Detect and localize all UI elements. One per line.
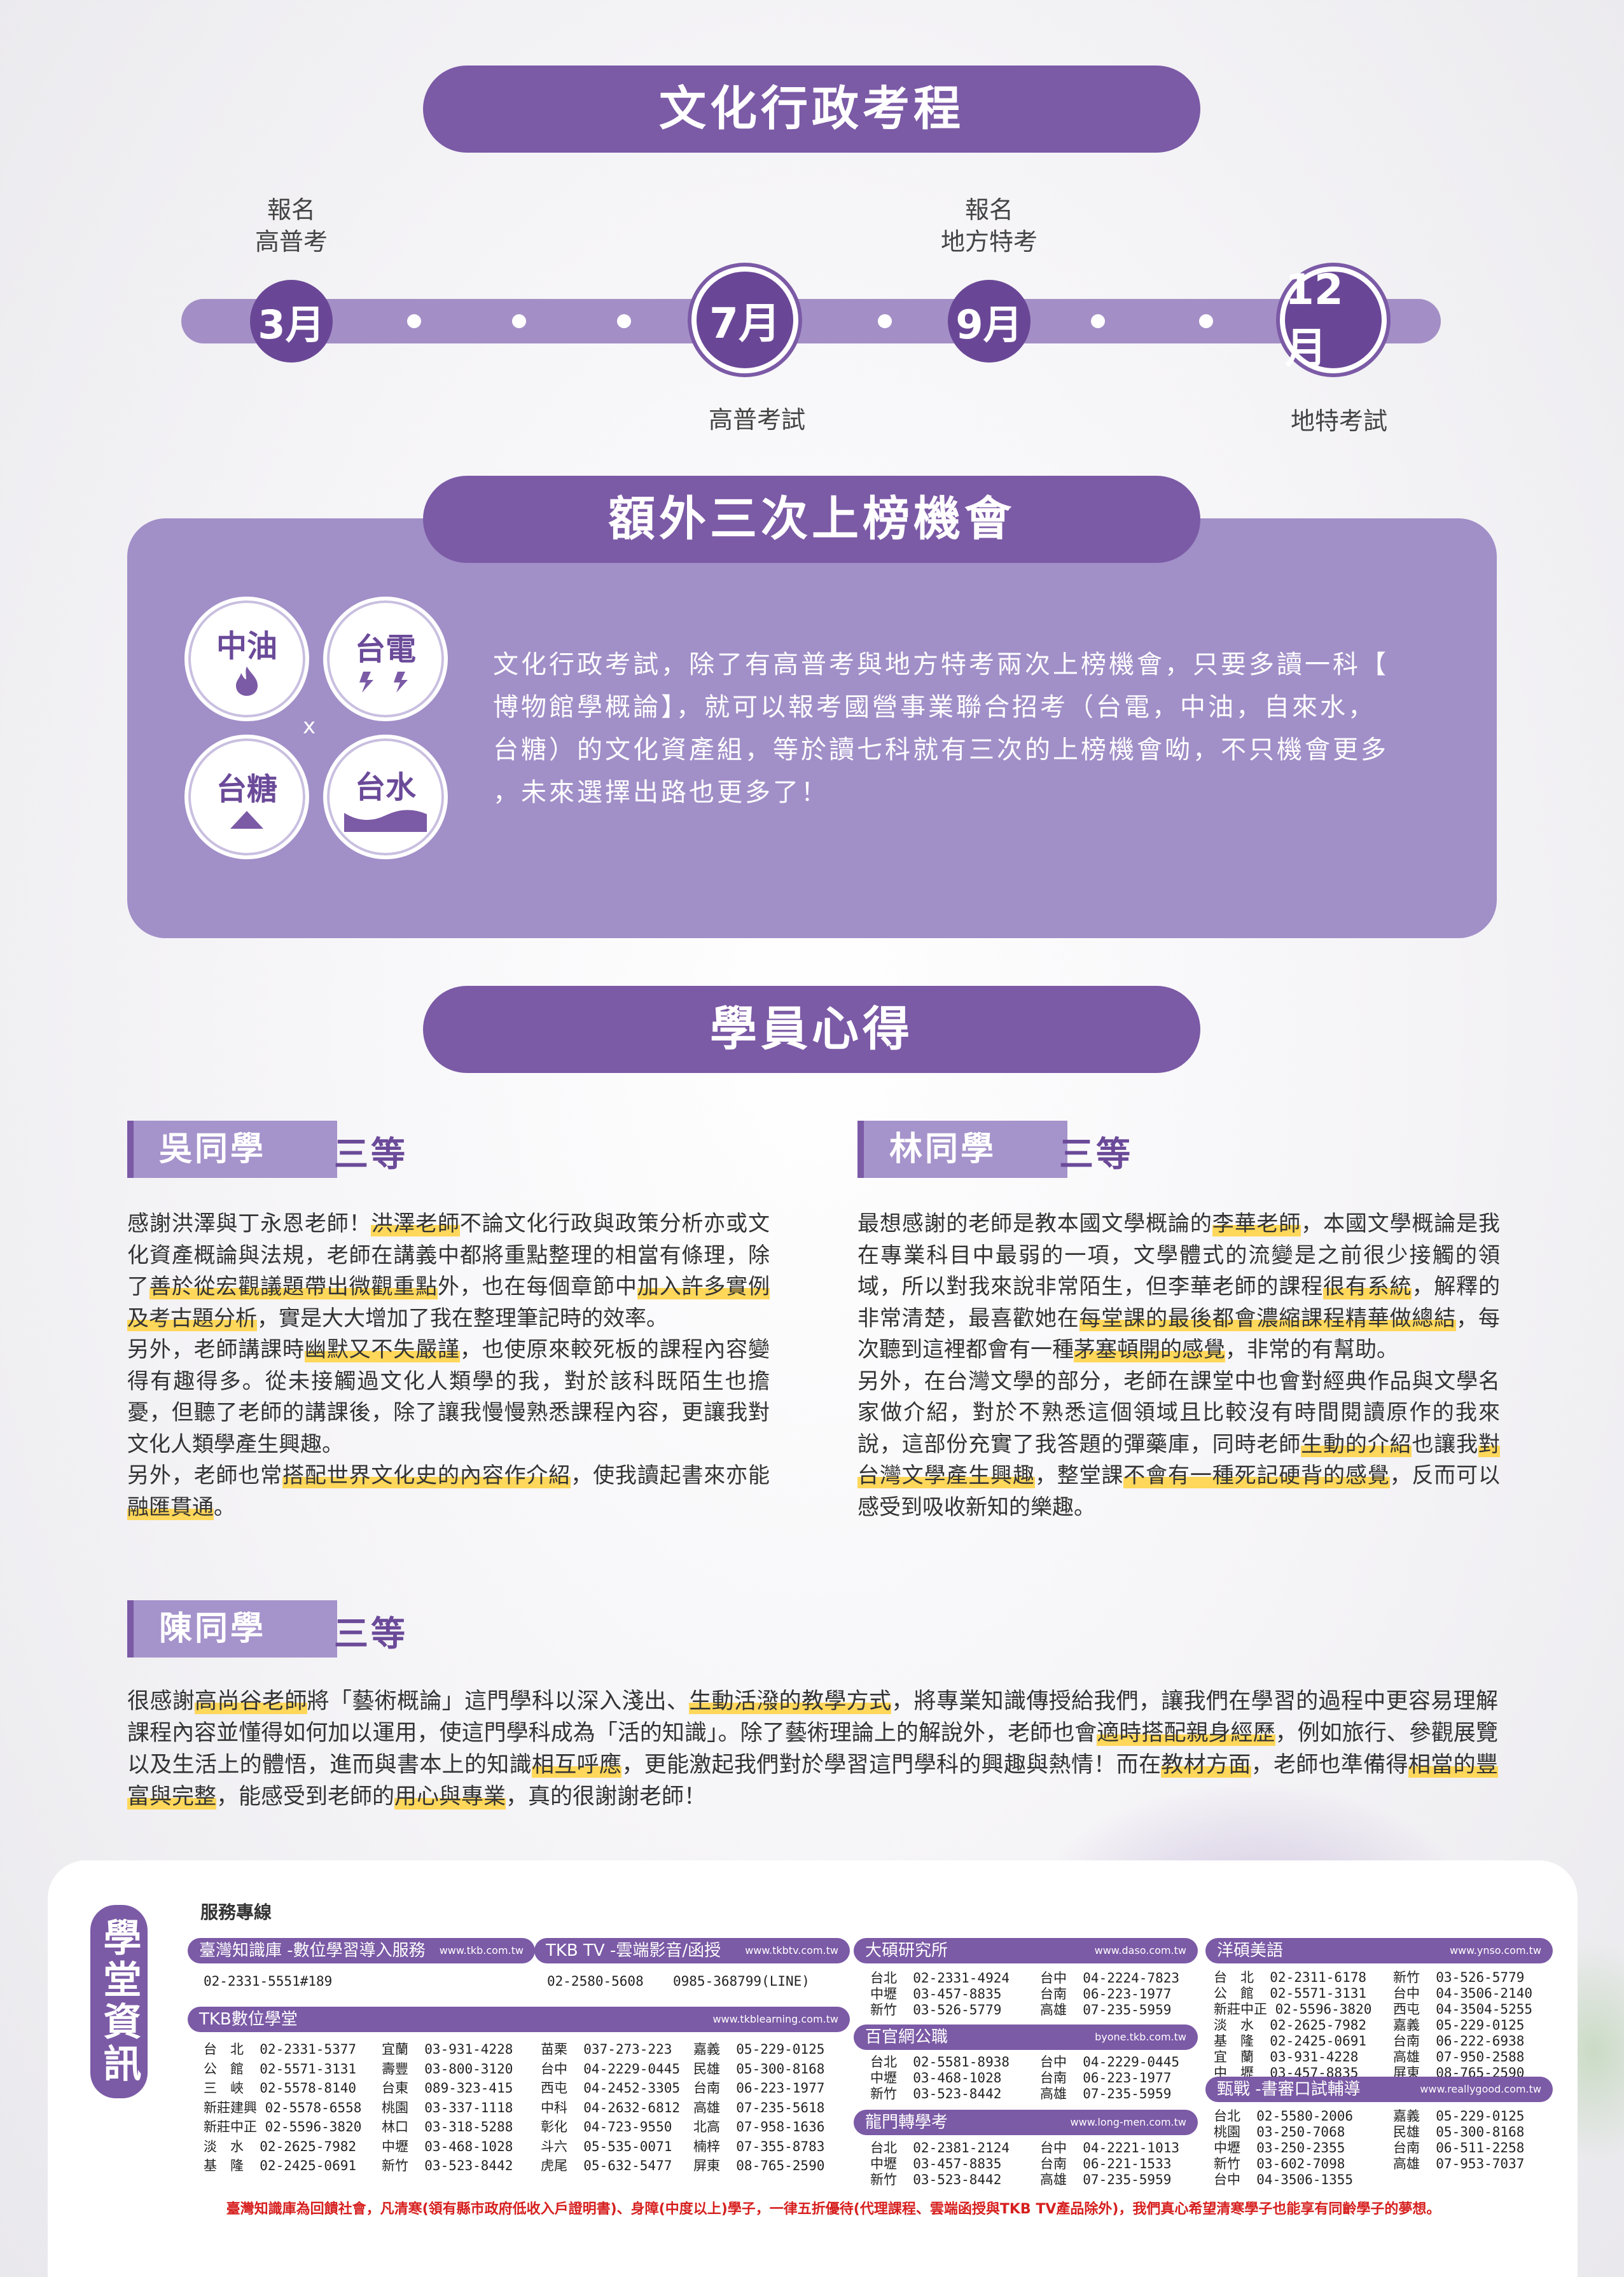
timeline-bottom-label-2: 地特考試 [1290,407,1387,435]
student-rank-wu: 三等 [334,1134,408,1174]
testimonial-wu: 感謝洪澤與丁永恩老師！洪澤老師不論文化行政與政策分析亦或文化資產概論與法規，老師… [127,1211,770,1520]
charity-note: 臺灣知識庫為回饋社會，凡清寒(領有縣市政府低收入戶證明書)、身障(中度以上)學子… [226,2201,1441,2217]
tkbtv-phone-2: 0985-368799(LINE) [673,1974,810,1989]
student-rank-chen: 三等 [334,1614,408,1654]
badge-taipower: 台電 [323,597,448,721]
tkb-digital-col-3: 苗栗 037-273-223 台中 04-2229-0445 西屯 04-245… [541,2042,681,2173]
testimonials-title: 學員心得 [423,986,1200,1073]
tkbtv-phone-1: 02-2580-5608 [547,1974,644,1989]
exam-schedule-title: 文化行政考程 [423,66,1200,153]
testimonial-lin: 最想感謝的老師是教本國文學概論的李華老師，本國文學概論是我在專業科目中最弱的一項… [857,1211,1501,1520]
reallygood-col-1: 台北 02-5580-2006 桃園 03-250-7068 中壢 03-250… [1214,2108,1354,2187]
longmen-col-1: 台北 02-2381-2124 中壢 03-457-8835 新竹 03-523… [870,2140,1010,2187]
byone-col-2: 台中 04-2229-0445 台南 06-223-1977 高雄 07-235… [1040,2054,1180,2101]
student-name-lin: 林同學 [857,1121,1067,1178]
opportunity-description: 文化行政考試，除了有高普考與地方特考兩次上榜機會，只要多讀一科【 博物館學概論】… [493,650,1389,807]
daso-col-1: 台北 02-2331-4924 中壢 03-457-8835 新竹 03-526… [870,1970,1010,2017]
tkb-phone: 02-2331-5551#189 [204,1974,333,1989]
timeline-top-label-1: 報名 高普考 [254,196,328,256]
student-name-wu: 吳同學 [127,1121,337,1178]
badge-taiwater: 台水 [323,735,448,859]
timeline-month-march: 3月 [250,280,333,363]
service-label: 服務專線 [200,1902,272,1923]
opportunity-title: 額外三次上榜機會 [423,476,1200,563]
badge-cpc: 中油 [184,597,309,721]
badge-taisugar: 台糖 [184,735,309,859]
tkb-bar: 臺灣知識庫 -數位學習導入服務 www.tkb.com.tw [188,1938,535,1963]
lightning-icon [359,672,408,693]
byone-col-1: 台北 02-5581-8938 中壢 03-468-1028 新竹 03-523… [870,2054,1010,2101]
timeline-bottom-label-1: 高普考試 [708,406,805,434]
student-rank-lin: 三等 [1059,1134,1133,1174]
testimonial-chen: 很感謝高尚谷老師將「藝術概論」這門學科以深入淺出、生動活潑的教學方式，將專業知識… [127,1689,1498,1810]
timeline-dot [617,314,631,328]
timeline-month-december: 12月 [1280,265,1387,373]
daso-col-2: 台中 04-2224-7823 台南 06-223-1977 高雄 07-235… [1040,1970,1180,2017]
reallygood-col-2: 嘉義 05-229-0125 民雄 05-300-8168 台南 06-511-… [1393,2108,1525,2171]
ynso-bar: 洋碩美語 www.ynso.com.tw [1205,1938,1553,1963]
timeline-dot [512,314,526,328]
daso-bar: 大碩研究所 www.daso.com.tw [854,1938,1198,1963]
tkb-digital-col-2: 宜蘭 03-931-4228 壽豐 03-800-3120 台東 089-323… [382,2042,513,2173]
side-title-text: 學堂資訊 [97,1918,141,2086]
timeline-top-label-2: 報名 地方特考 [940,196,1038,256]
timeline-month-september: 9月 [948,280,1031,363]
tkbtv-bar: TKB TV -雲端影音/函授 www.tkbtv.com.tw [534,1938,850,1963]
wave-icon [344,810,427,832]
opportunity-panel [127,518,1497,938]
timeline-dot [878,314,892,328]
mountain-icon [230,811,263,829]
timeline-dot [1091,314,1105,328]
student-name-chen: 陳同學 [127,1600,337,1658]
times-sign: x [303,714,316,739]
timeline-dot [407,314,421,328]
tkb-digital-col-1: 台 北 02-2331-5377 公 館 02-5571-3131 三 峽 02… [204,2042,362,2173]
timeline-track [181,299,1441,343]
longmen-bar: 龍門轉學考 www.long-men.com.tw [854,2110,1198,2135]
longmen-col-2: 台中 04-2221-1013 台南 06-221-1533 高雄 07-235… [1040,2140,1180,2187]
byone-bar: 百官網公職 byone.tkb.com.tw [854,2024,1198,2050]
timeline-month-july: 7月 [691,266,798,373]
tkb-digital-bar: TKB數位學堂 www.tkblearning.com.tw [188,2007,850,2032]
reallygood-bar: 甄戰 -書審口試輔導 www.reallygood.com.tw [1205,2077,1553,2102]
footer-panel [48,1860,1578,2277]
ynso-col-2: 新竹 03-526-5779 台中 04-3506-2140 西屯 04-350… [1393,1970,1533,2080]
tkb-digital-col-4: 嘉義 05-229-0125 民雄 05-300-8168 台南 06-223-… [693,2042,825,2173]
flame-icon [236,667,258,696]
footer-side-title: 學堂資訊 [90,1905,148,2098]
ynso-col-1: 台 北 02-2311-6178 公 館 02-5571-3131 新莊中正 0… [1214,1970,1372,2080]
timeline-dot [1199,314,1213,328]
